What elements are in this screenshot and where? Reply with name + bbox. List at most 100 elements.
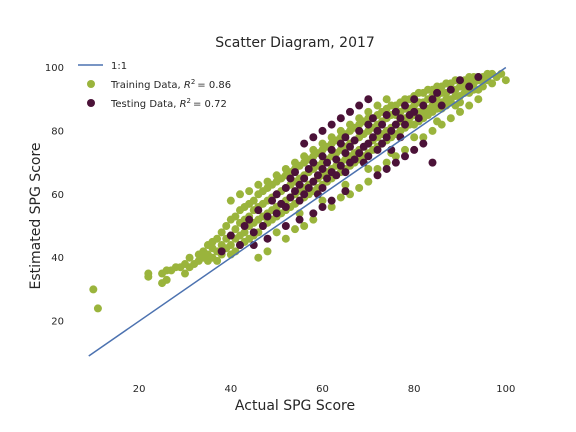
testing-point-80 [465,82,474,91]
training-point-286 [437,120,446,129]
training-point-0 [89,285,98,294]
training-point-274 [309,215,318,224]
testing-point-88 [355,101,364,110]
training-point-308 [382,95,391,104]
testing-point-41 [341,168,350,177]
training-point-40 [231,225,240,234]
testing-point-91 [382,164,391,173]
training-point-275 [327,202,336,211]
training-point-299 [300,152,309,161]
training-point-288 [456,107,464,116]
training-point-291 [226,196,235,205]
y-tick-label-100: 100 [45,63,64,74]
testing-point-68 [401,101,409,110]
testing-point-94 [410,145,419,154]
testing-point-30 [318,152,327,161]
legend-training-value: = 0.86 [197,80,231,91]
training-point-29 [217,228,226,237]
testing-point-25 [309,177,318,186]
training-point-13 [185,253,194,262]
training-point-12 [181,269,189,278]
training-point-272 [291,225,299,234]
testing-point-103 [327,196,336,205]
training-point-298 [291,158,299,167]
testing-point-37 [332,171,341,180]
testing-point-5 [249,228,258,237]
testing-point-74 [419,101,428,110]
legend-training-r-symbol: R [184,80,191,91]
training-point-205 [410,133,419,142]
testing-point-89 [364,95,373,104]
x-tick-label-100: 100 [496,384,515,395]
training-point-271 [281,234,290,243]
testing-point-72 [410,107,419,116]
testing-point-93 [401,152,409,161]
training-point-294 [254,180,263,189]
y-axis-ticks: 20 40 60 80 100 [45,63,64,328]
training-point-289 [465,101,474,110]
testing-point-98 [263,234,272,243]
testing-point-62 [387,126,396,135]
chart-title: Scatter Diagram, 2017 [215,35,375,51]
testing-point-83 [309,133,318,142]
training-point-268 [501,76,510,85]
training-point-278 [355,183,364,192]
legend-training-superscript: 2 [191,78,195,86]
testing-point-99 [281,222,290,231]
x-axis-ticks: 20 40 60 80 100 [133,384,516,395]
training-point-49 [240,228,249,237]
training-point-297 [281,164,290,173]
testing-point-31 [318,183,327,192]
testing-point-27 [313,171,322,180]
training-point-280 [373,164,382,173]
training-point-121 [318,196,327,205]
training-point-306 [364,107,373,116]
testing-point-22 [300,190,309,199]
training-point-292 [236,190,244,199]
legend: 1:1 Training Data, R2 = 0.86 Testing Data… [78,61,231,110]
training-point-163 [364,164,373,173]
x-tick-label-80: 80 [408,384,421,395]
testing-point-23 [304,164,313,173]
training-point-79 [272,228,281,237]
testing-point-16 [286,174,295,183]
training-point-37 [226,241,235,250]
training-point-287 [446,114,455,123]
testing-point-33 [323,174,332,183]
testing-point-92 [391,158,400,167]
testing-point-19 [295,196,304,205]
testing-point-18 [291,168,299,177]
y-axis-label: Estimated SPG Score [28,142,44,289]
training-point-282 [391,152,400,161]
training-point-304 [346,120,354,129]
x-tick-label-40: 40 [224,384,237,395]
training-point-303 [336,126,345,135]
legend-testing-r-symbol: R [180,99,187,110]
testing-point-20 [295,180,304,189]
y-tick-label-80: 80 [51,126,64,137]
testing-point-24 [304,183,313,192]
testing-point-8 [263,212,272,221]
training-point-39 [231,212,240,221]
testing-point-60 [382,111,391,120]
training-point-276 [336,193,345,202]
testing-point-57 [373,145,382,154]
training-point-283 [401,145,409,154]
testing-point-36 [332,155,341,164]
testing-point-71 [410,95,419,104]
testing-point-56 [373,126,382,135]
testing-point-52 [364,139,373,148]
testing-point-96 [428,158,437,167]
testing-point-34 [327,145,336,154]
testing-point-39 [336,161,345,170]
legend-testing-prefix: Testing Data, [110,99,180,110]
training-point-293 [245,187,254,196]
testing-point-1 [226,231,235,240]
testing-point-78 [446,85,455,94]
training-point-290 [474,95,483,104]
legend-training-prefix: Training Data, [110,80,184,91]
training-point-305 [355,114,364,123]
testing-point-4 [245,215,254,224]
